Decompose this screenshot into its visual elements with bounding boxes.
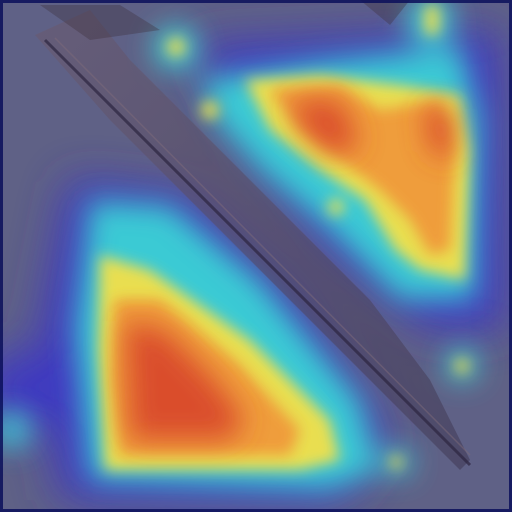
- heatmap-image: [0, 0, 512, 512]
- heatmap-canvas: [0, 0, 512, 512]
